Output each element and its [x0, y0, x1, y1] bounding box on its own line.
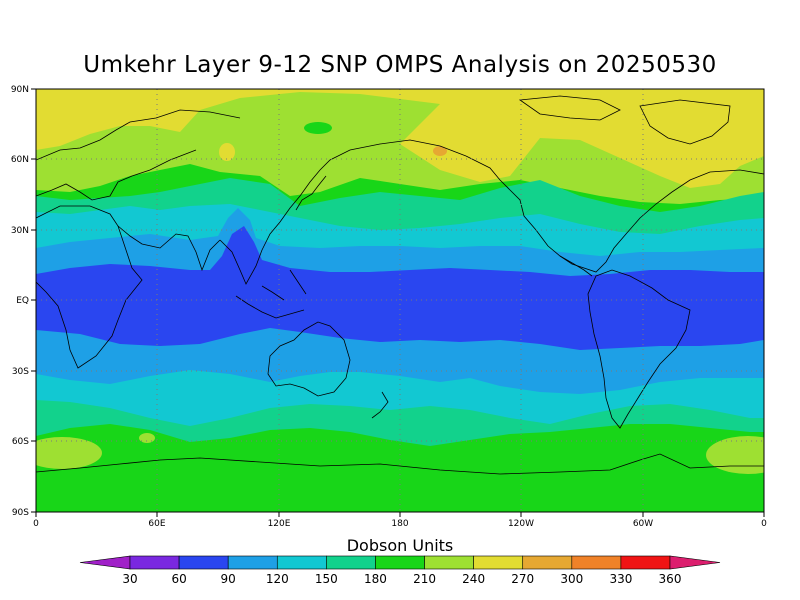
lon-label-60e: 60E — [148, 519, 165, 529]
colorbar-swatch — [375, 555, 425, 570]
lat-label-90n: 90N — [11, 85, 29, 95]
colorbar-swatch — [227, 555, 278, 570]
lon-label-120w: 120W — [508, 519, 534, 529]
colorbar-swatch — [424, 555, 474, 570]
map-title: Umkehr Layer 9-12 SNP OMPS Analysis on 2… — [83, 52, 717, 78]
graticule — [36, 89, 764, 512]
lon-label-0-left: 0 — [33, 519, 39, 529]
coastlines — [36, 95, 764, 475]
colorbar-swatch — [276, 555, 327, 570]
colorbar-tick-label: 330 — [609, 572, 632, 586]
colorbar-swatch — [326, 555, 376, 570]
lon-label-0-right: 0 — [761, 519, 767, 529]
colorbar-swatch — [129, 555, 180, 570]
colorbar-swatch — [571, 555, 622, 570]
lat-label-eq: EQ — [16, 296, 29, 306]
colorbar-swatch — [178, 555, 229, 570]
lat-label-60n: 60N — [11, 155, 29, 165]
colorbar: 30 60 90 120 150 180 210 240 270 300 330 360 — [79, 555, 721, 586]
lat-label-30n: 30N — [11, 226, 29, 236]
colorbar-label: Dobson Units — [346, 536, 454, 555]
colorbar-tick-label: 360 — [659, 572, 682, 586]
colorbar-tick-label: 180 — [364, 572, 387, 586]
colorbar-arrow-low — [79, 555, 131, 570]
colorbar-tick-label: 150 — [315, 572, 338, 586]
lat-label-90s: 90S — [12, 508, 29, 518]
colorbar-arrow-high — [669, 555, 721, 570]
colorbar-tick-label: 270 — [511, 572, 534, 586]
colorbar-swatch — [522, 555, 573, 570]
colorbar-tick-label: 120 — [266, 572, 289, 586]
lat-label-60s: 60S — [12, 437, 29, 447]
lat-label-30s: 30S — [12, 367, 29, 377]
lon-label-180: 180 — [391, 519, 408, 529]
colorbar-swatch — [473, 555, 524, 570]
colorbar-tick-label: 210 — [413, 572, 436, 586]
colorbar-swatch — [620, 555, 671, 570]
colorbar-tick-label: 300 — [560, 572, 583, 586]
lon-label-60w: 60W — [633, 519, 653, 529]
lon-label-120e: 120E — [268, 519, 291, 529]
colorbar-tick-label: 240 — [462, 572, 485, 586]
colorbar-tick-label: 30 — [122, 572, 137, 586]
tick-marks — [31, 88, 765, 517]
colorbar-tick-label: 60 — [171, 572, 186, 586]
colorbar-tick-label: 90 — [221, 572, 236, 586]
